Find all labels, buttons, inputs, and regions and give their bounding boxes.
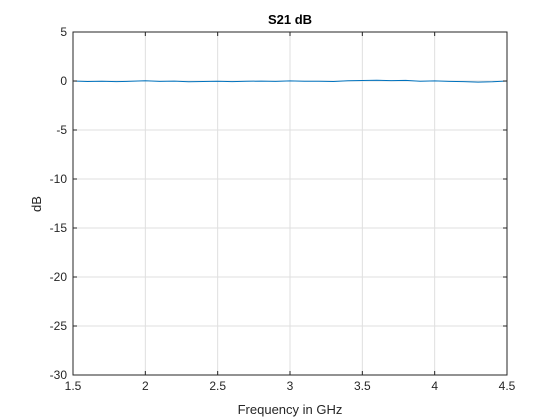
- y-tick-label: 5: [60, 25, 67, 39]
- x-tick-label: 1.5: [65, 379, 82, 393]
- x-tick-label: 3: [287, 379, 294, 393]
- x-axis-label: Frequency in GHz: [238, 402, 343, 417]
- grid-lines: [73, 32, 507, 375]
- x-tick-label: 3.5: [354, 379, 371, 393]
- x-tick-label: 2.5: [209, 379, 226, 393]
- y-tick-label: -10: [50, 172, 68, 186]
- x-tick-label: 4: [431, 379, 438, 393]
- x-tick-label: 4.5: [499, 379, 516, 393]
- y-tick-label: -30: [50, 368, 68, 382]
- x-tick-label: 2: [142, 379, 149, 393]
- y-tick-label: -25: [50, 319, 68, 333]
- y-tick-label: -15: [50, 221, 68, 235]
- y-tick-label: 0: [60, 74, 67, 88]
- y-axis-label: dB: [29, 196, 44, 212]
- axis-ticks: 1.5 2 2.5 3 3.5 4 4.5 5 0 -5 -10 -15 -20 -25 -30: [50, 25, 516, 393]
- y-tick-label: -20: [50, 270, 68, 284]
- chart-title: S21 dB: [268, 12, 312, 27]
- y-tick-label: -5: [56, 123, 67, 137]
